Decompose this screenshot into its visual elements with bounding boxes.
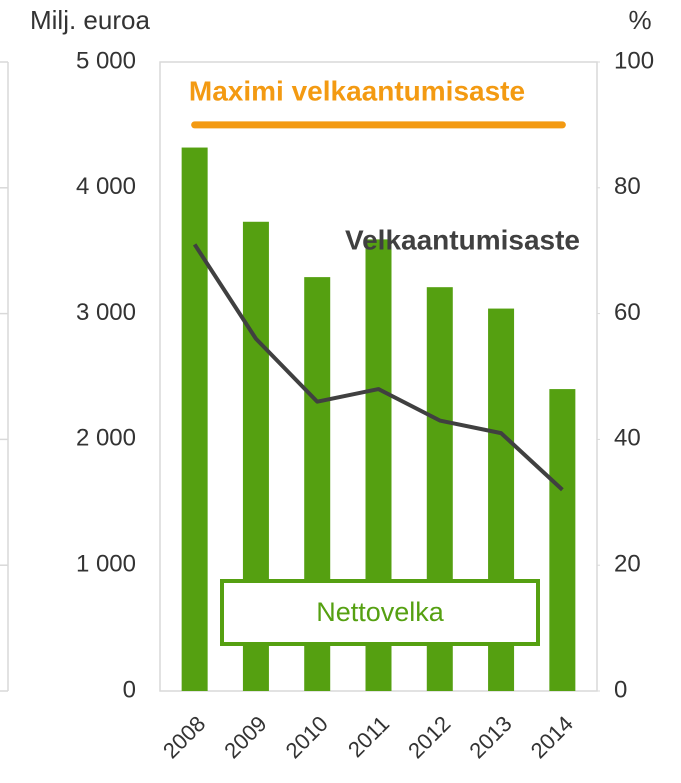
y2-tick-label: 40	[614, 425, 641, 452]
x-tick-label: 2009	[219, 711, 271, 763]
x-tick-label: 2013	[464, 711, 516, 763]
y2-tick-label: 80	[614, 173, 641, 200]
x-tick-label: 2014	[526, 711, 578, 763]
series-label: Velkaantumisaste	[345, 224, 580, 255]
y2-tick-label: 100	[614, 47, 654, 74]
line	[192, 243, 564, 492]
y2-tick-label: 60	[614, 299, 641, 326]
y2-axis-title: %	[628, 5, 651, 35]
y-tick-label: 4 000	[76, 173, 136, 200]
y-axis-title: Milj. euroa	[30, 5, 150, 35]
x-tick-label: 2011	[343, 711, 394, 762]
y-tick-label: 0	[123, 676, 136, 703]
reference-label: Maximi velkaantumisaste	[189, 75, 525, 106]
legend-label: Nettovelka	[316, 597, 445, 627]
x-tick-label: 2010	[281, 711, 333, 763]
bar	[181, 147, 208, 691]
y2-tick-label: 20	[614, 551, 641, 578]
bar	[549, 389, 576, 691]
y2-tick-label: 0	[614, 676, 627, 703]
y-tick-label: 1 000	[76, 551, 136, 578]
x-tick-label: 2012	[403, 711, 455, 763]
x-tick-label: 2008	[158, 711, 210, 763]
legend-box	[220, 579, 540, 646]
y-tick-label: 3 000	[76, 299, 136, 326]
y-tick-label: 5 000	[76, 47, 136, 74]
y-tick-label: 2 000	[76, 425, 136, 452]
